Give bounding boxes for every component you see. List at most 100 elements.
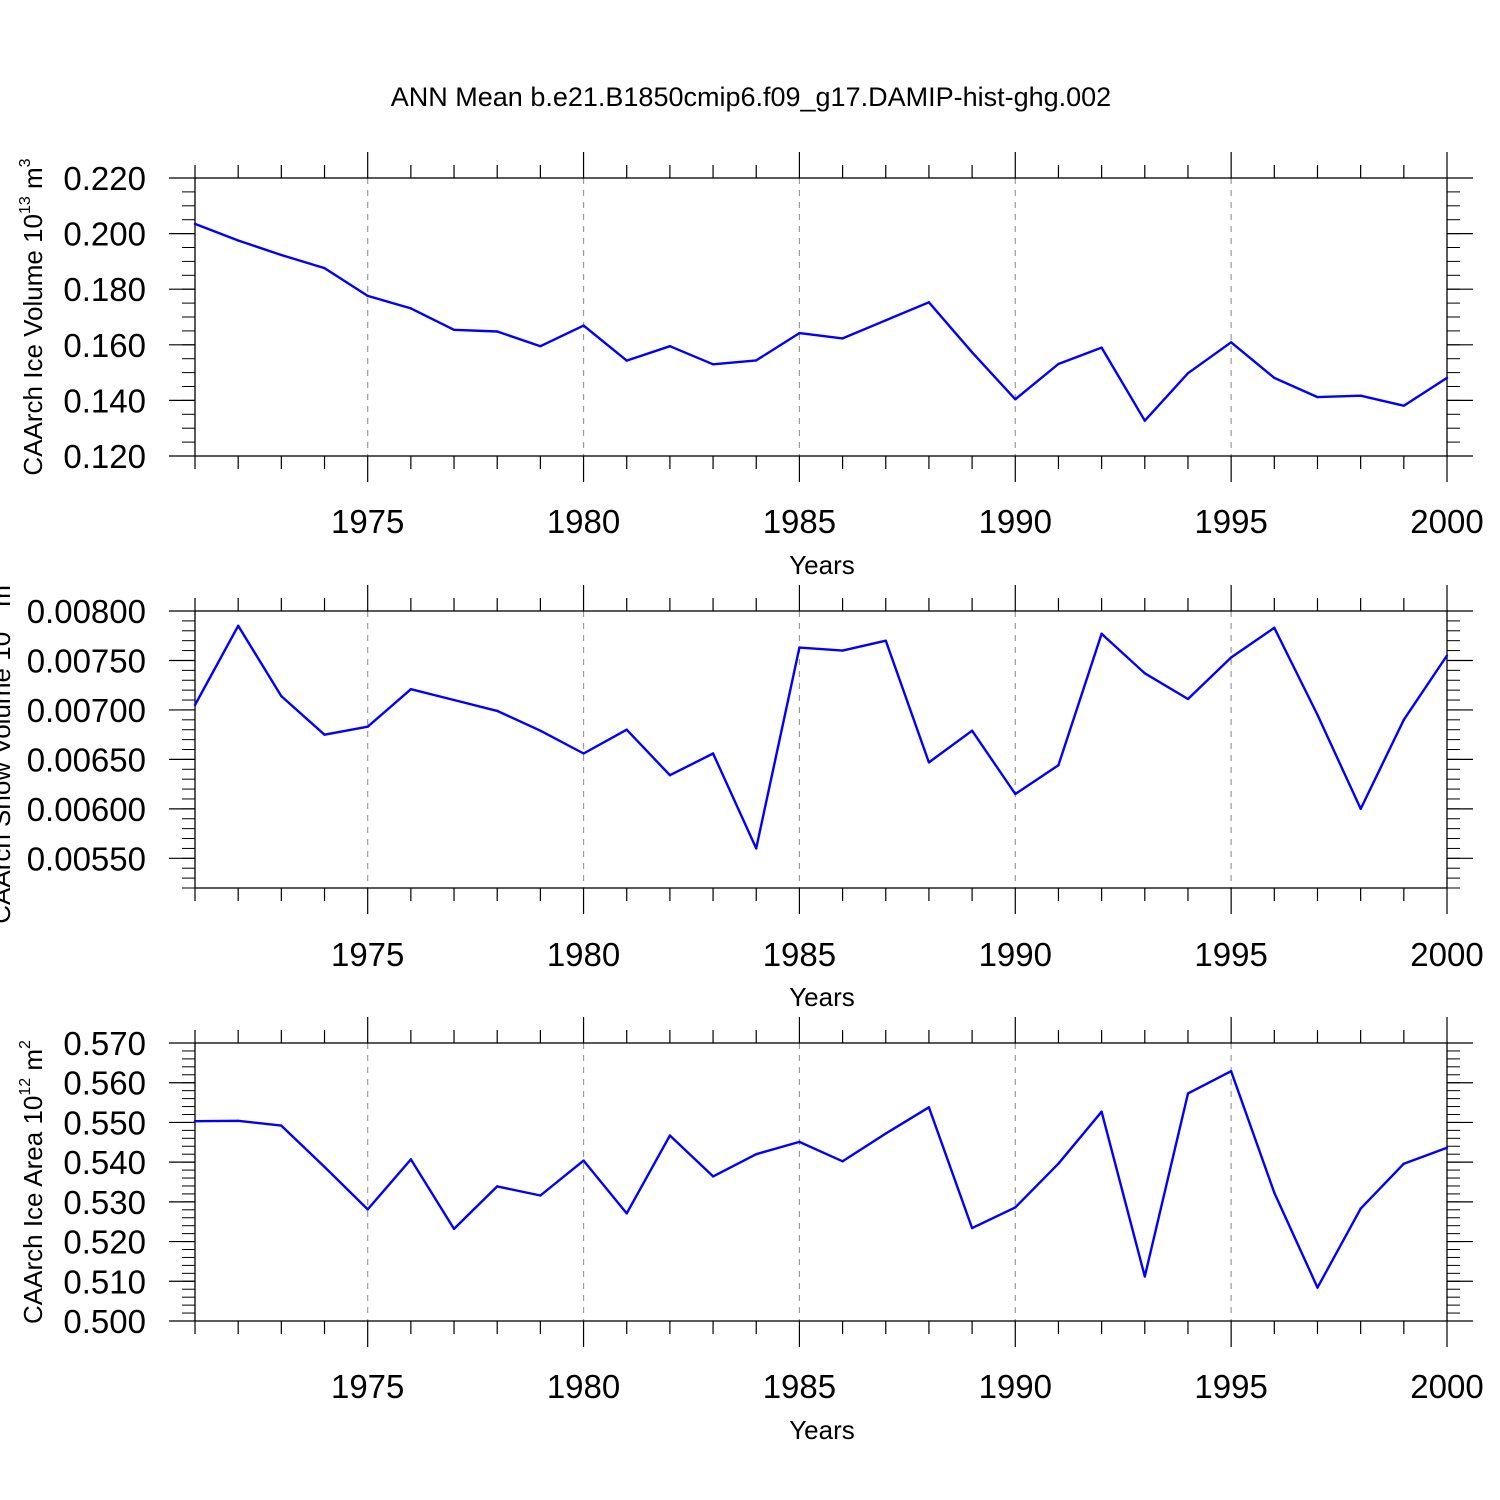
x-tick-label: 1990 bbox=[979, 936, 1052, 973]
series-line bbox=[193, 624, 1448, 850]
data-point-1983 bbox=[711, 752, 715, 755]
data-point-1977 bbox=[452, 698, 456, 702]
panel-1: 1975 1980 1985 1990 1995 2000 0.120 0.140 0.160 0… bbox=[17, 152, 1484, 580]
x-axis-label: Years bbox=[789, 1415, 855, 1445]
data-point-1978 bbox=[496, 709, 499, 713]
data-point-1996 bbox=[1273, 376, 1276, 380]
data-point-1977 bbox=[452, 328, 456, 331]
data-point-1994 bbox=[1186, 1092, 1190, 1095]
data-point-1990 bbox=[1014, 792, 1017, 796]
data-point-1997 bbox=[1316, 395, 1319, 399]
data-point-1998 bbox=[1359, 394, 1362, 397]
data-point-1980 bbox=[582, 1159, 585, 1162]
x-tick-label: 1975 bbox=[331, 1368, 404, 1405]
data-point-1997 bbox=[1316, 1286, 1319, 1289]
data-point-2000 bbox=[1445, 654, 1449, 657]
data-point-1988 bbox=[927, 761, 931, 764]
data-point-1984 bbox=[755, 1153, 758, 1156]
data-point-1987 bbox=[884, 639, 887, 642]
data-point-1979 bbox=[539, 1194, 542, 1197]
y-tick-label: 0.510 bbox=[63, 1263, 146, 1300]
x-tick-label: 1995 bbox=[1194, 503, 1267, 540]
data-point-1982 bbox=[668, 1134, 672, 1137]
x-axis-label: Years bbox=[789, 550, 855, 580]
y-tick-label: 0.540 bbox=[63, 1144, 146, 1181]
data-point-1981 bbox=[625, 1212, 628, 1215]
data-point-1990 bbox=[1014, 398, 1017, 401]
data-point-1988 bbox=[927, 301, 931, 304]
data-point-1975 bbox=[366, 1208, 369, 1211]
data-point-1992 bbox=[1100, 1110, 1103, 1113]
data-point-1984 bbox=[755, 359, 758, 362]
y-axis-label: CAArch Ice Area 1012 m2 bbox=[17, 1040, 48, 1324]
y-tick-label: 0.00650 bbox=[27, 741, 146, 778]
data-point-1982 bbox=[668, 774, 672, 777]
data-point-1973 bbox=[280, 253, 283, 257]
y-tick-label: 0.00550 bbox=[27, 840, 146, 877]
data-point-1991 bbox=[1057, 362, 1060, 366]
data-point-1993 bbox=[1143, 672, 1146, 675]
data-point-1983 bbox=[711, 1175, 715, 1178]
data-point-1987 bbox=[884, 319, 887, 322]
data-point-1985 bbox=[798, 1140, 801, 1144]
y-tick-label: 0.560 bbox=[63, 1065, 146, 1102]
data-point-1994 bbox=[1186, 697, 1190, 701]
data-point-1981 bbox=[625, 728, 628, 731]
data-point-1987 bbox=[884, 1132, 887, 1135]
data-point-1993 bbox=[1143, 1275, 1146, 1278]
y-axis-label: CAArch Snow Volume 1013 m3 bbox=[0, 576, 16, 924]
panel-2: 1975 1980 1985 1990 1995 2000 0.00550 0.00600 0.… bbox=[0, 576, 1484, 1012]
y-tick-label: 0.00800 bbox=[27, 593, 146, 630]
x-tick-label: 1980 bbox=[547, 936, 620, 973]
plot-frame bbox=[194, 1042, 1448, 1322]
data-point-1976 bbox=[409, 1158, 413, 1161]
data-point-1984 bbox=[755, 847, 758, 850]
data-point-1990 bbox=[1014, 1206, 1017, 1209]
data-point-1973 bbox=[280, 1124, 283, 1127]
x-tick-label: 1980 bbox=[547, 1368, 620, 1405]
x-tick-label: 1995 bbox=[1194, 1368, 1267, 1405]
data-point-1971 bbox=[193, 703, 197, 707]
y-axis-label: CAArch Ice Volume 1013 m3 bbox=[17, 158, 48, 475]
main-title: ANN Mean b.e21.B1850cmip6.f09_g17.DAMIP-… bbox=[391, 82, 1111, 112]
data-point-1974 bbox=[323, 733, 326, 736]
data-point-1989 bbox=[970, 1226, 974, 1230]
data-point-1973 bbox=[280, 694, 283, 698]
data-point-1992 bbox=[1100, 346, 1103, 349]
data-point-1983 bbox=[711, 363, 715, 366]
data-point-1995 bbox=[1229, 656, 1233, 659]
data-point-2000 bbox=[1445, 1146, 1449, 1150]
data-point-1972 bbox=[236, 624, 240, 628]
data-point-1971 bbox=[193, 222, 197, 226]
x-tick-label: 1985 bbox=[763, 1368, 836, 1405]
data-point-1976 bbox=[409, 687, 413, 691]
x-tick-label: 1990 bbox=[979, 1368, 1052, 1405]
data-point-1997 bbox=[1316, 713, 1319, 717]
data-point-1979 bbox=[539, 344, 542, 348]
data-point-1974 bbox=[323, 1165, 326, 1169]
y-tick-label: 0.00700 bbox=[27, 692, 146, 729]
data-point-1995 bbox=[1229, 341, 1233, 344]
data-point-1994 bbox=[1186, 371, 1190, 375]
data-point-1989 bbox=[970, 729, 974, 732]
data-point-1976 bbox=[409, 307, 413, 310]
series-line bbox=[194, 222, 1448, 422]
x-tick-label: 2000 bbox=[1410, 936, 1483, 973]
series-line bbox=[194, 1069, 1448, 1289]
y-tick-label: 0.550 bbox=[63, 1104, 146, 1141]
data-point-1991 bbox=[1057, 764, 1060, 767]
panel-3: 1975 1980 1985 1990 1995 20000.5000.5100.5200… bbox=[17, 1017, 1484, 1445]
data-point-1980 bbox=[582, 752, 585, 755]
y-tick-label: 0.520 bbox=[63, 1224, 146, 1261]
data-point-1998 bbox=[1359, 1207, 1362, 1210]
x-tick-label: 1975 bbox=[331, 936, 404, 973]
y-tick-label: 0.180 bbox=[63, 271, 146, 308]
data-point-1975 bbox=[366, 294, 369, 298]
y-tick-label: 0.160 bbox=[63, 327, 146, 364]
data-point-1981 bbox=[625, 359, 628, 362]
y-tick-label: 0.00600 bbox=[27, 791, 146, 828]
y-tick-label: 0.00750 bbox=[27, 642, 146, 679]
x-tick-label: 2000 bbox=[1410, 1368, 1483, 1405]
data-point-1974 bbox=[323, 266, 326, 270]
